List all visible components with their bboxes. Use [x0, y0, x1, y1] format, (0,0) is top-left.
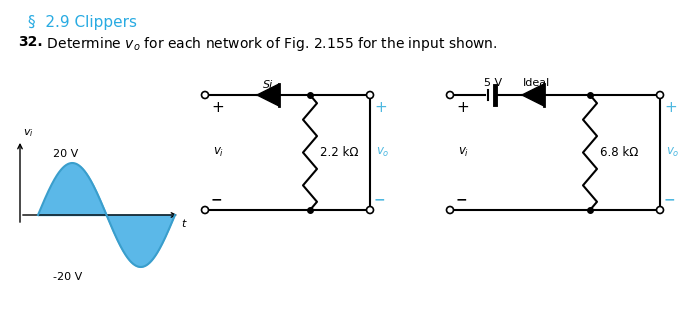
Circle shape	[657, 207, 664, 214]
Circle shape	[447, 91, 454, 99]
Circle shape	[202, 207, 209, 214]
Text: 5 V: 5 V	[484, 78, 502, 88]
Text: $v_i$: $v_i$	[458, 146, 469, 159]
Text: Determine $v_o$ for each network of Fig. 2.155 for the input shown.: Determine $v_o$ for each network of Fig.…	[38, 35, 498, 53]
Text: −: −	[664, 192, 676, 206]
Text: 6.8 kΩ: 6.8 kΩ	[600, 146, 638, 159]
Text: 2.2 kΩ: 2.2 kΩ	[320, 146, 358, 159]
Circle shape	[367, 91, 374, 99]
Text: −: −	[374, 192, 386, 206]
Text: $v_o$: $v_o$	[376, 146, 390, 159]
Text: $v_o$: $v_o$	[666, 146, 680, 159]
Text: +: +	[456, 100, 469, 115]
Text: $v_i$: $v_i$	[213, 146, 224, 159]
Text: +: +	[211, 100, 224, 115]
Text: −: −	[211, 192, 223, 206]
Text: 20 V: 20 V	[53, 149, 78, 159]
Polygon shape	[522, 84, 544, 106]
Text: Si: Si	[263, 80, 273, 90]
Polygon shape	[257, 84, 279, 106]
Circle shape	[367, 207, 374, 214]
Text: -20 V: -20 V	[53, 272, 83, 282]
Text: +: +	[664, 100, 677, 115]
Text: §  2.9 Clippers: § 2.9 Clippers	[28, 15, 137, 30]
Circle shape	[202, 91, 209, 99]
Circle shape	[447, 207, 454, 214]
Text: +: +	[374, 100, 386, 115]
Text: 32.: 32.	[18, 35, 43, 49]
Text: Ideal: Ideal	[522, 78, 550, 88]
Text: −: −	[456, 192, 468, 206]
Circle shape	[657, 91, 664, 99]
Text: $t$: $t$	[181, 217, 188, 229]
Text: $v_i$: $v_i$	[23, 127, 34, 139]
